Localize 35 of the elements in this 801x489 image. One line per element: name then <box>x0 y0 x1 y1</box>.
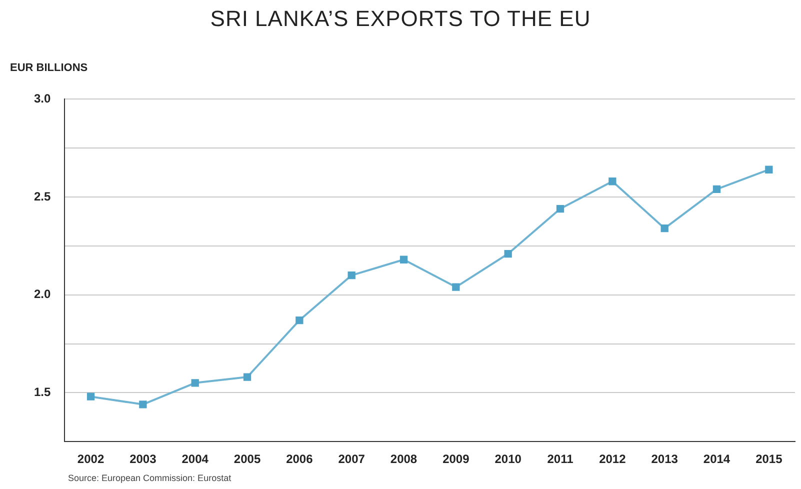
x-tick-label: 2003 <box>130 452 157 466</box>
x-tick-label: 2011 <box>547 452 574 466</box>
x-tick-label: 2013 <box>651 452 678 466</box>
x-tick-label: 2004 <box>182 452 209 466</box>
x-tick-label: 2015 <box>756 452 783 466</box>
point <box>191 379 199 387</box>
y-axis-title: EUR BILLIONS <box>10 62 88 74</box>
point <box>243 373 252 381</box>
x-tick-label: 2008 <box>390 452 418 466</box>
x-tick-label: 2005 <box>234 452 261 466</box>
point <box>348 271 356 280</box>
point <box>556 204 564 213</box>
point <box>400 256 408 264</box>
y-tick-label: 2.0 <box>34 287 51 302</box>
chart-title: SRI LANKA’S EXPORTS TO THE EU <box>209 6 592 32</box>
point <box>139 400 147 408</box>
y-tick-label: 2.5 <box>34 189 51 204</box>
point <box>712 185 721 194</box>
point <box>504 250 512 258</box>
x-tick-label: 2014 <box>703 452 730 466</box>
x-tick-label: 2006 <box>286 452 314 466</box>
y-tick-label: 3.0 <box>34 92 51 106</box>
x-tick-label: 2012 <box>599 452 626 466</box>
point <box>86 392 95 400</box>
x-tick-label: 2009 <box>442 452 470 466</box>
y-tick-label: 1.5 <box>34 385 51 399</box>
point <box>660 224 668 232</box>
x-tick-label: 2002 <box>77 452 104 466</box>
source-note: Source: European Commission: Eurostat <box>68 473 232 483</box>
point <box>296 316 304 324</box>
x-tick-label: 2007 <box>338 452 366 466</box>
x-tick-label: 2010 <box>494 452 522 466</box>
point <box>765 166 773 174</box>
point <box>452 283 460 291</box>
point <box>608 178 616 186</box>
